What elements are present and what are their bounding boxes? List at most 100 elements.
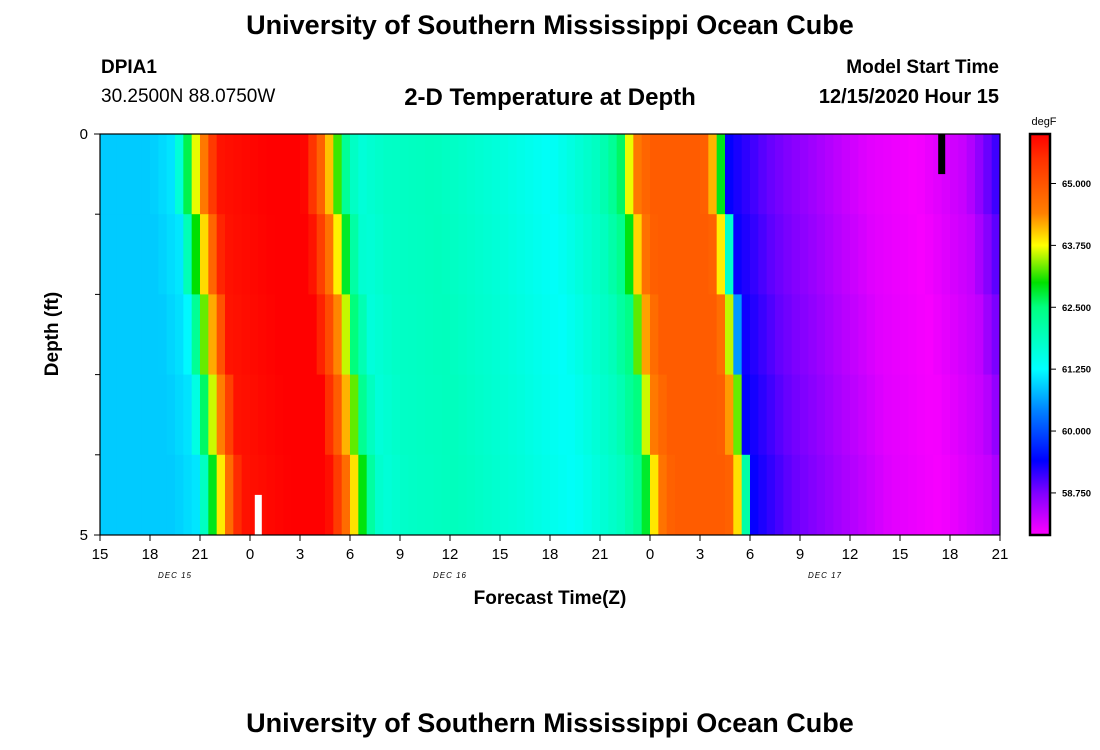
- heatmap-cell: [933, 134, 943, 215]
- heatmap-cell: [908, 294, 918, 376]
- heatmap-cell: [566, 294, 576, 376]
- heatmap-cell: [950, 214, 959, 295]
- heatmap-cell: [841, 134, 851, 215]
- heatmap-cell: [158, 294, 168, 376]
- heatmap-cell: [566, 214, 576, 295]
- heatmap-cell: [266, 374, 276, 456]
- heatmap-cell: [725, 134, 734, 215]
- heatmap-cell: [300, 134, 309, 215]
- heatmap-cell: [216, 294, 226, 376]
- heatmap-cell: [566, 454, 576, 535]
- heatmap-cell: [966, 214, 976, 295]
- heatmap-cell: [400, 454, 409, 535]
- heatmap-cell: [216, 214, 226, 295]
- heatmap-cell: [991, 294, 1000, 376]
- heatmap-cell: [991, 214, 1000, 295]
- heatmap-cell: [933, 454, 943, 535]
- x-tick-label: 3: [296, 546, 304, 563]
- heatmap-cell: [783, 214, 793, 295]
- heatmap-cell: [600, 374, 609, 456]
- heatmap-cell: [825, 454, 834, 535]
- heatmap-cell: [208, 214, 218, 295]
- heatmap-cell: [325, 374, 334, 456]
- heatmap-cell: [158, 454, 168, 535]
- heatmap-cell: [191, 294, 201, 376]
- heatmap-cell: [816, 454, 826, 535]
- heatmap-cell: [333, 374, 343, 456]
- heatmap-cell: [775, 374, 784, 456]
- heatmap-cell: [958, 374, 968, 456]
- heatmap-cell: [791, 134, 801, 215]
- heatmap-cell: [150, 214, 159, 295]
- heatmap-cell: [858, 134, 868, 215]
- heatmap-cell: [808, 214, 818, 295]
- heatmap-cell: [583, 214, 593, 295]
- heatmap-cell: [183, 454, 193, 535]
- heatmap-cell: [625, 454, 634, 535]
- heatmap-cell: [816, 294, 826, 376]
- heatmap-cell: [141, 454, 151, 535]
- heatmap-cell: [425, 374, 434, 456]
- heatmap-cell: [350, 454, 359, 535]
- heatmap-cell: [966, 454, 976, 535]
- heatmap-cell: [916, 294, 926, 376]
- heatmap-cell: [225, 454, 234, 535]
- heatmap-cell: [408, 294, 418, 376]
- heatmap-cell: [616, 374, 626, 456]
- heatmap-cell: [733, 294, 743, 376]
- heatmap-cell: [466, 294, 476, 376]
- heatmap-cell: [466, 374, 476, 456]
- heatmap-cell: [441, 214, 451, 295]
- heatmap-cell: [758, 214, 768, 295]
- heatmap-cell: [600, 454, 609, 535]
- heatmap-cell: [591, 374, 601, 456]
- heatmap-cell: [233, 134, 243, 215]
- heatmap-cell: [908, 214, 918, 295]
- heatmap-cell: [283, 294, 293, 376]
- heatmap-cell: [258, 294, 268, 376]
- heatmap-cell: [541, 454, 551, 535]
- heatmap-cell: [475, 294, 484, 376]
- heatmap-cell: [491, 294, 501, 376]
- heatmap-cell: [233, 294, 243, 376]
- heatmap-cell: [166, 294, 176, 376]
- heatmap-cell: [666, 454, 676, 535]
- heatmap-cell: [566, 134, 576, 215]
- x-tick-label: 21: [992, 546, 1009, 563]
- heatmap-cell: [208, 134, 218, 215]
- plot-marker: [938, 134, 946, 175]
- heatmap-cell: [675, 374, 684, 456]
- heatmap-cell: [466, 454, 476, 535]
- heatmap-cell: [625, 294, 634, 376]
- heatmap-cell: [941, 134, 951, 215]
- heatmap-cell: [633, 294, 643, 376]
- colorbar-tick-label: 58.750: [1062, 488, 1091, 499]
- heatmap-cell: [266, 134, 276, 215]
- heatmap-cell: [550, 374, 559, 456]
- heatmap-cell: [225, 374, 234, 456]
- heatmap-cell: [425, 214, 434, 295]
- heatmap-cell: [983, 214, 993, 295]
- heatmap-cell: [891, 374, 901, 456]
- heatmap-cell: [950, 454, 959, 535]
- heatmap-cell: [541, 214, 551, 295]
- heatmap-cell: [883, 134, 893, 215]
- heatmap-cell: [650, 454, 659, 535]
- heatmap-cell: [708, 294, 718, 376]
- heatmap-cell: [850, 454, 859, 535]
- heatmap-cell: [950, 374, 959, 456]
- chart-title-bottom: University of Southern Mississippi Ocean…: [246, 708, 854, 738]
- heatmap-cell: [658, 134, 668, 215]
- heatmap-cell: [766, 454, 776, 535]
- heatmap-cell: [366, 134, 376, 215]
- heatmap-cell: [100, 134, 109, 215]
- heatmap-cell: [608, 294, 618, 376]
- heatmap-cell: [308, 454, 318, 535]
- heatmap-cell: [650, 214, 659, 295]
- heatmap-cell: [533, 294, 543, 376]
- heatmap-cell: [991, 454, 1000, 535]
- heatmap-cell: [416, 294, 426, 376]
- heatmap-cell: [408, 374, 418, 456]
- model-start-value: 12/15/2020 Hour 15: [818, 86, 999, 108]
- heatmap-cell: [700, 294, 709, 376]
